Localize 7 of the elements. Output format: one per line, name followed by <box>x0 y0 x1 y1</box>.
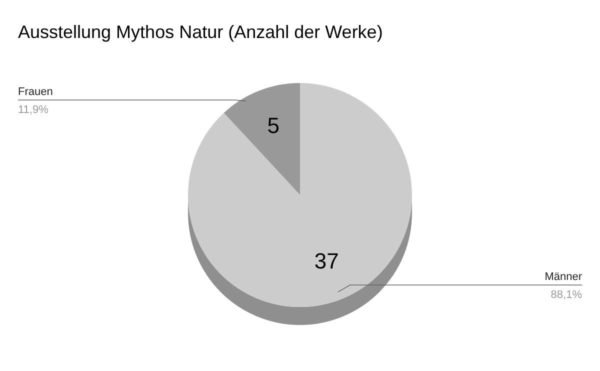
slice-label: Frauen <box>18 86 53 98</box>
chart-title: Ausstellung Mythos Natur (Anzahl der Werke) <box>18 22 383 42</box>
slice-label: Männer <box>544 271 582 283</box>
data-label: 5 <box>267 113 280 138</box>
data-label: 37 <box>314 248 339 274</box>
text: 11,9% <box>18 104 49 116</box>
text: 88,1% <box>550 289 582 301</box>
